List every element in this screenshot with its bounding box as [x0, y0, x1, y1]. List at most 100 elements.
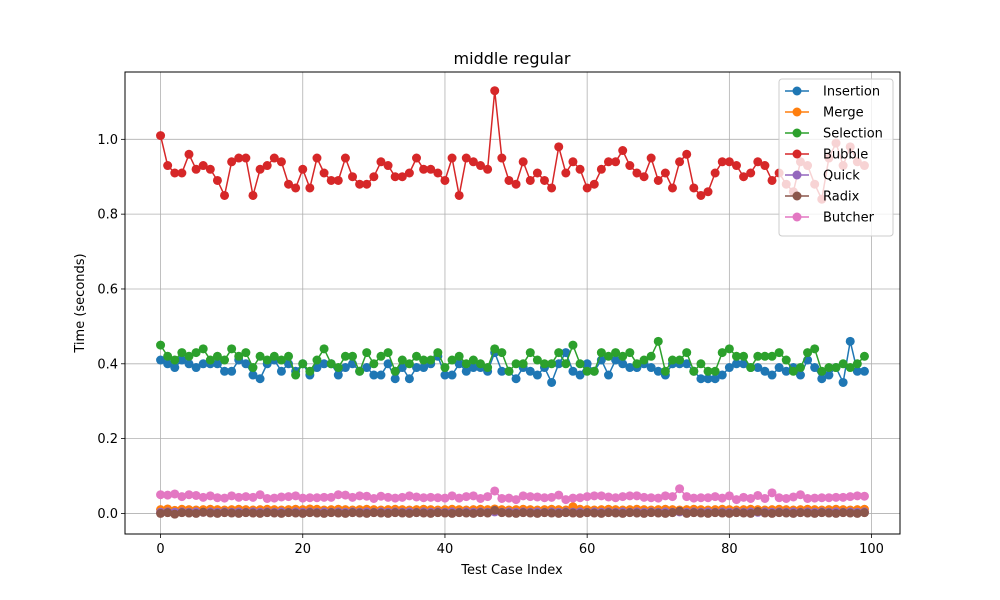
data-point-insertion: [575, 370, 585, 380]
data-point-bubble: [191, 164, 201, 174]
data-point-bubble: [426, 164, 436, 174]
data-point-radix: [717, 508, 727, 518]
data-point-insertion: [440, 370, 450, 380]
data-point-butcher: [639, 492, 649, 502]
data-point-radix: [220, 508, 230, 518]
data-point-selection: [305, 366, 315, 376]
data-point-bubble: [326, 175, 336, 185]
data-point-radix: [269, 508, 279, 518]
data-point-insertion: [753, 363, 763, 373]
data-point-bubble: [540, 175, 549, 185]
data-point-selection: [731, 351, 741, 361]
data-point-selection: [554, 348, 564, 358]
data-point-selection: [831, 363, 841, 373]
legend-marker-merge: [792, 107, 802, 117]
data-point-butcher: [312, 493, 322, 503]
data-point-selection: [582, 366, 592, 376]
data-point-bubble: [653, 175, 663, 185]
data-point-butcher: [817, 493, 827, 503]
data-point-radix: [163, 508, 173, 518]
data-point-insertion: [454, 359, 464, 369]
data-point-bubble: [298, 164, 308, 174]
data-point-selection: [667, 355, 677, 365]
data-point-radix: [710, 508, 720, 518]
data-point-bubble: [276, 157, 286, 167]
data-point-bubble: [561, 168, 571, 178]
data-point-selection: [468, 355, 478, 365]
series-butcher: [156, 484, 869, 505]
data-point-selection: [618, 351, 628, 361]
data-point-bubble: [618, 146, 628, 156]
data-point-selection: [497, 348, 507, 358]
x-tick-label: 20: [294, 542, 311, 557]
data-point-selection: [390, 366, 400, 376]
data-point-bubble: [205, 164, 215, 174]
data-point-selection: [483, 363, 493, 373]
data-point-selection: [596, 348, 606, 358]
data-point-selection: [547, 359, 557, 369]
data-point-insertion: [525, 366, 535, 376]
data-point-bubble: [163, 161, 173, 171]
data-point-radix: [333, 508, 343, 518]
data-point-bubble: [454, 190, 464, 200]
data-point-butcher: [504, 493, 514, 503]
data-point-selection: [476, 359, 485, 369]
legend-marker-insertion: [792, 86, 802, 96]
data-point-bubble: [682, 149, 692, 159]
data-point-butcher: [525, 492, 535, 502]
data-point-radix: [639, 508, 649, 518]
data-point-radix: [383, 508, 393, 518]
data-point-radix: [810, 508, 820, 518]
data-point-radix: [788, 508, 798, 518]
data-point-selection: [504, 366, 514, 376]
data-point-selection: [212, 351, 222, 361]
data-point-selection: [682, 348, 692, 358]
data-point-selection: [234, 351, 244, 361]
data-point-insertion: [703, 374, 713, 384]
data-point-selection: [262, 355, 272, 365]
data-point-butcher: [561, 495, 571, 505]
data-point-butcher: [554, 490, 564, 500]
data-point-radix: [781, 508, 791, 518]
data-point-radix: [859, 508, 869, 518]
data-point-selection: [163, 351, 173, 361]
data-point-selection: [426, 355, 436, 365]
data-point-radix: [177, 508, 187, 518]
data-point-selection: [284, 351, 294, 361]
data-point-insertion: [362, 363, 372, 373]
legend-label-bubble: Bubble: [823, 148, 868, 163]
data-point-insertion: [191, 363, 201, 373]
data-point-butcher: [227, 491, 237, 501]
data-point-butcher: [724, 491, 734, 501]
data-point-bubble: [476, 161, 485, 171]
data-point-selection: [198, 344, 208, 354]
data-point-butcher: [468, 491, 478, 501]
data-point-selection: [746, 363, 756, 373]
data-point-bubble: [447, 153, 457, 163]
data-point-bubble: [675, 157, 685, 167]
data-point-bubble: [532, 168, 542, 178]
data-point-butcher: [511, 495, 521, 505]
legend-label-butcher: Butcher: [823, 211, 875, 226]
data-point-bubble: [660, 168, 670, 178]
data-point-selection: [788, 366, 798, 376]
data-point-selection: [803, 348, 813, 358]
data-point-butcher: [362, 491, 372, 501]
data-point-butcher: [540, 493, 549, 503]
data-point-selection: [490, 344, 500, 354]
legend-item-insertion: Insertion: [785, 85, 880, 100]
data-point-selection: [340, 351, 350, 361]
data-point-bubble: [241, 153, 251, 163]
data-point-butcher: [419, 493, 429, 503]
data-point-bubble: [312, 153, 322, 163]
data-point-insertion: [561, 348, 571, 358]
data-point-bubble: [376, 157, 386, 167]
data-point-selection: [824, 363, 834, 373]
data-point-insertion: [724, 363, 734, 373]
data-point-radix: [660, 508, 670, 518]
data-point-radix: [447, 508, 457, 518]
data-point-butcher: [305, 493, 315, 503]
data-point-butcher: [746, 493, 756, 503]
data-point-insertion: [739, 359, 749, 369]
data-point-radix: [596, 508, 606, 518]
